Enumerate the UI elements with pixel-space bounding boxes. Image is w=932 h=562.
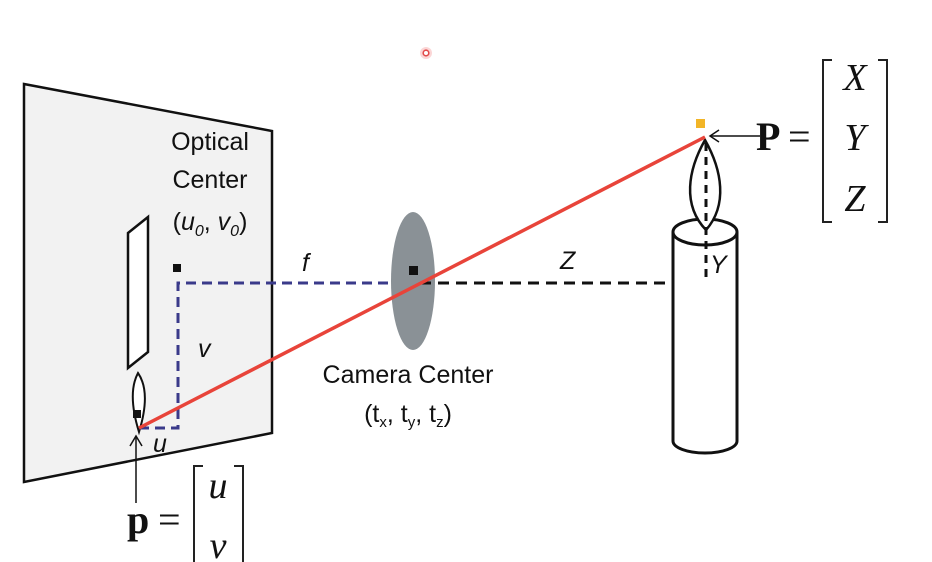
world-point-y: Y	[844, 117, 869, 159]
image-point-u: u	[209, 465, 228, 507]
focal-length-label: f	[302, 249, 312, 277]
depth-label: Z	[559, 247, 576, 275]
image-point-right-bracket	[234, 465, 244, 562]
camera-center-label: Camera Center	[323, 361, 494, 389]
candle-body	[671, 232, 739, 455]
image-point-marker	[133, 410, 141, 418]
camera-lens	[391, 212, 435, 350]
optical-center-marker	[173, 264, 181, 272]
camera-center-marker	[409, 266, 418, 275]
image-point-equals: =	[158, 497, 181, 542]
world-point-arrow-head	[708, 129, 720, 143]
optical-center-coordinates: (u0, v0)	[173, 208, 248, 240]
world-point-x: X	[841, 57, 868, 99]
projection-ray	[138, 135, 706, 430]
image-point-v: v	[210, 525, 227, 562]
optical-center-label-line1: Optical	[171, 128, 249, 156]
camera-center-coordinates: (tx, ty, tz)	[364, 400, 452, 431]
height-label: Y	[710, 251, 729, 279]
world-point-equals: =	[788, 114, 811, 159]
world-point-z: Z	[844, 178, 866, 220]
image-coordinate-dashes	[139, 281, 420, 430]
image-u-label: u	[153, 430, 167, 458]
image-point-symbol: p	[127, 497, 149, 542]
optical-center-label-line2: Center	[172, 166, 247, 194]
world-point-left-bracket	[822, 59, 832, 223]
image-point-left-bracket	[193, 465, 203, 562]
cursor-dot-icon	[420, 47, 432, 59]
world-point-right-bracket	[878, 59, 888, 223]
world-point-symbol: P	[756, 114, 780, 159]
image-point-arrow-head	[129, 434, 143, 447]
projected-candle-body	[126, 214, 150, 371]
image-v-label: v	[198, 335, 212, 363]
world-point-marker	[696, 119, 705, 128]
